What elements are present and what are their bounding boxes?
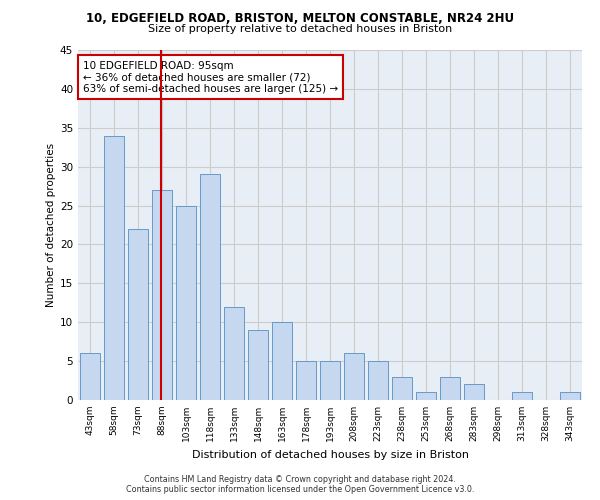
Bar — [200, 174, 220, 400]
Text: 10 EDGEFIELD ROAD: 95sqm
← 36% of detached houses are smaller (72)
63% of semi-d: 10 EDGEFIELD ROAD: 95sqm ← 36% of detach… — [83, 60, 338, 94]
Bar — [104, 136, 124, 400]
Bar — [440, 376, 460, 400]
Bar — [176, 206, 196, 400]
Bar — [464, 384, 484, 400]
Bar — [416, 392, 436, 400]
Bar — [224, 306, 244, 400]
Bar — [368, 361, 388, 400]
Bar — [512, 392, 532, 400]
Bar — [320, 361, 340, 400]
Bar — [80, 354, 100, 400]
Bar — [392, 376, 412, 400]
Text: Contains HM Land Registry data © Crown copyright and database right 2024.
Contai: Contains HM Land Registry data © Crown c… — [126, 474, 474, 494]
Bar — [272, 322, 292, 400]
Bar — [560, 392, 580, 400]
Y-axis label: Number of detached properties: Number of detached properties — [46, 143, 56, 307]
Bar — [296, 361, 316, 400]
Bar — [152, 190, 172, 400]
Bar — [128, 229, 148, 400]
X-axis label: Distribution of detached houses by size in Briston: Distribution of detached houses by size … — [191, 450, 469, 460]
Text: 10, EDGEFIELD ROAD, BRISTON, MELTON CONSTABLE, NR24 2HU: 10, EDGEFIELD ROAD, BRISTON, MELTON CONS… — [86, 12, 514, 26]
Bar — [248, 330, 268, 400]
Text: Size of property relative to detached houses in Briston: Size of property relative to detached ho… — [148, 24, 452, 34]
Bar — [344, 354, 364, 400]
